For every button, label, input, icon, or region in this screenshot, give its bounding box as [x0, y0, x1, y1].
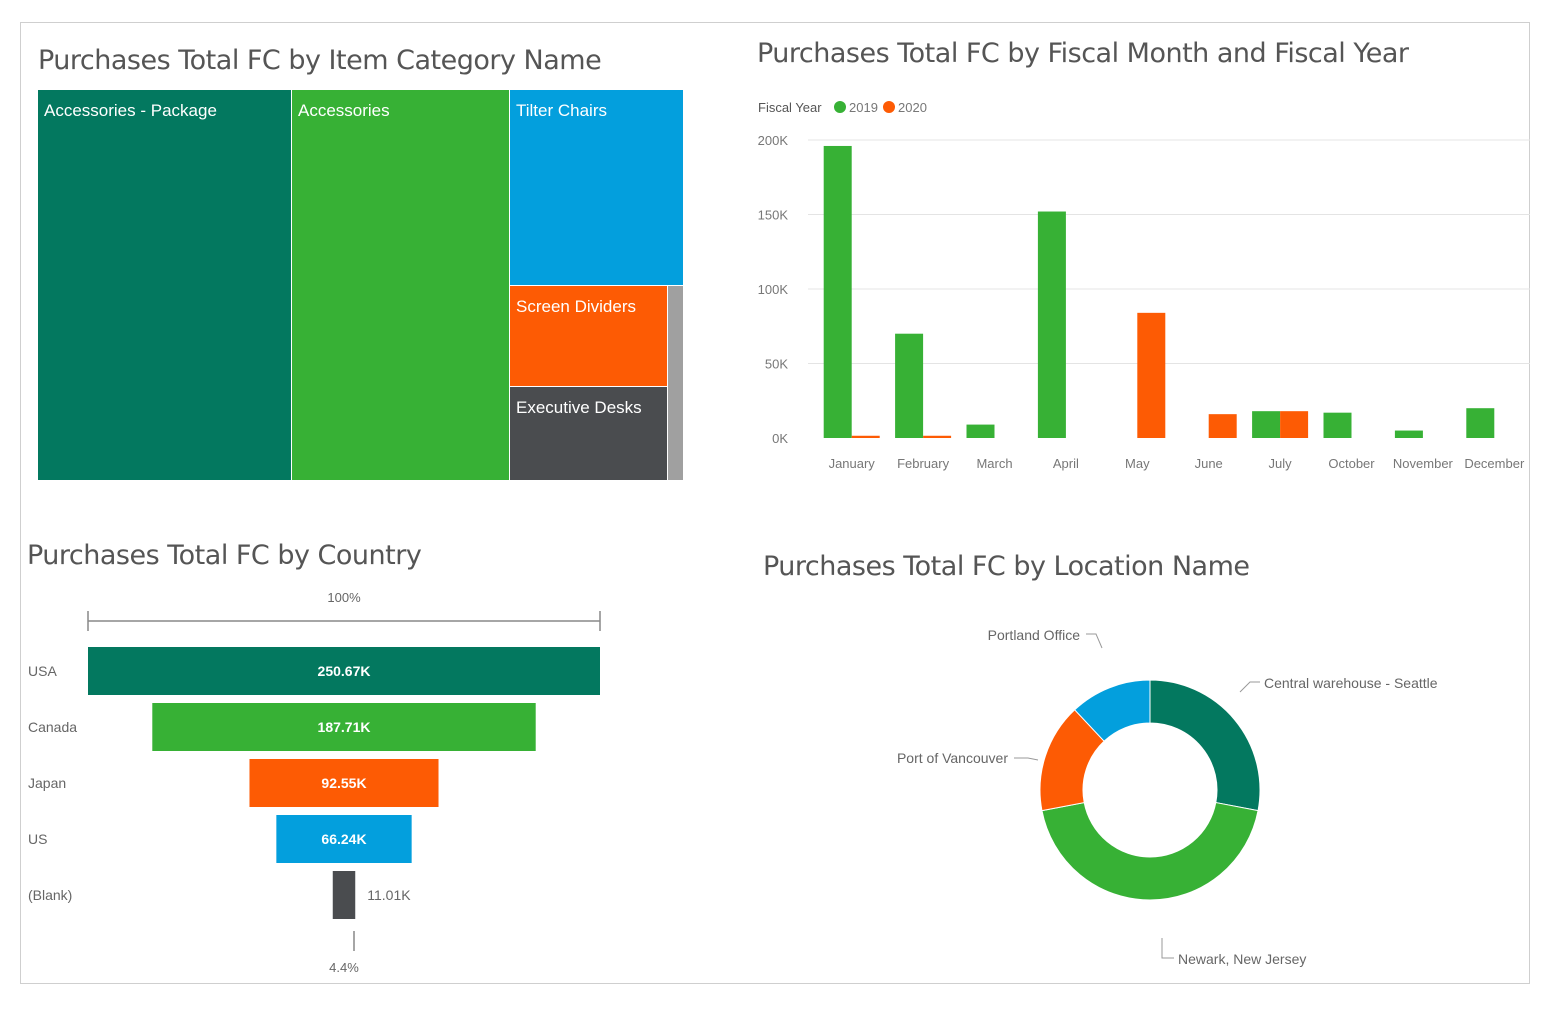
treemap-label-accessories-package: Accessories - Package — [44, 101, 217, 120]
x-tick-label: April — [1053, 456, 1079, 471]
treemap-label-tilter-chairs: Tilter Chairs — [516, 101, 607, 120]
x-tick-label: July — [1269, 456, 1293, 471]
x-tick-label: October — [1328, 456, 1375, 471]
bar-may-2020[interactable] — [1137, 312, 1166, 438]
donut-label-seattle: Central warehouse - Seattle — [1264, 675, 1438, 691]
funnel-title: Purchases Total FC by Country — [27, 540, 422, 571]
funnel-bar-usa[interactable] — [88, 647, 600, 695]
donut-label-portland: Portland Office — [988, 627, 1081, 643]
y-tick-label: 150K — [758, 208, 789, 223]
funnel-category-label: Japan — [28, 775, 66, 791]
donut-chart: Central warehouse - Seattle Newark, New … — [897, 627, 1438, 967]
y-tick-label: 200K — [758, 133, 789, 148]
treemap-label-accessories: Accessories — [298, 101, 390, 120]
funnel-bar-blank[interactable] — [332, 871, 356, 919]
column-chart: Fiscal Year 2019 2020 0K50K100K150K200K … — [758, 100, 1530, 471]
donut-slice-newark-new-jersey[interactable] — [1041, 801, 1259, 901]
funnel-value-label: 92.55K — [321, 775, 366, 791]
bar-january-2020[interactable] — [851, 435, 880, 438]
bar-february-2019[interactable] — [895, 333, 924, 438]
donut-slice-portland-office[interactable] — [1073, 679, 1151, 742]
x-tick-label: November — [1393, 456, 1454, 471]
donut-slice-central-warehouse-seattle[interactable] — [1149, 679, 1261, 812]
bar-april-2019[interactable] — [1037, 211, 1066, 438]
funnel-bar-us[interactable] — [276, 815, 412, 863]
treemap-chart: Accessories - Package Accessories Tilter… — [38, 90, 683, 480]
funnel-category-label: Canada — [28, 719, 77, 735]
x-tick-label: March — [976, 456, 1012, 471]
funnel-bottom-label: 4.4% — [329, 960, 359, 975]
treemap-tile-accessories[interactable] — [292, 90, 509, 480]
donut-label-newark: Newark, New Jersey — [1178, 951, 1306, 967]
treemap-label-screen-dividers: Screen Dividers — [516, 297, 636, 316]
bar-november-2019[interactable] — [1394, 430, 1423, 438]
x-tick-label: January — [829, 456, 876, 471]
funnel-chart: 100% USA 250.67K Canada 187.71K Japan 92.55K U… — [28, 590, 601, 975]
legend-title: Fiscal Year — [758, 100, 822, 115]
donut-title: Purchases Total FC by Location Name — [763, 551, 1250, 582]
funnel-bar-canada[interactable] — [152, 703, 536, 751]
bar-february-2020[interactable] — [923, 435, 952, 438]
donut-leader-seattle — [1239, 681, 1260, 693]
funnel-category-label: US — [28, 831, 47, 847]
donut-leader-portland — [1086, 633, 1103, 649]
y-tick-label: 50K — [765, 357, 788, 372]
bar-january-2019[interactable] — [823, 145, 852, 438]
legend-marker-2019 — [834, 101, 846, 113]
treemap-tile-executive-desks[interactable] — [510, 387, 667, 480]
x-tick-label: February — [897, 456, 950, 471]
funnel-category-label: USA — [28, 663, 57, 679]
legend-marker-2020 — [883, 101, 895, 113]
legend-label-2020: 2020 — [898, 100, 927, 115]
y-tick-label: 0K — [772, 431, 788, 446]
bar-july-2020[interactable] — [1280, 411, 1309, 438]
funnel-top-label: 100% — [327, 590, 361, 605]
bar-july-2019[interactable] — [1252, 411, 1281, 438]
treemap-tile-other[interactable] — [668, 286, 683, 480]
donut-label-vancouver: Port of Vancouver — [897, 750, 1008, 766]
bar-june-2020[interactable] — [1208, 414, 1237, 438]
donut-leader-newark — [1161, 938, 1174, 959]
treemap-tile-accessories-package[interactable] — [38, 90, 291, 480]
funnel-value-label: 250.67K — [318, 663, 371, 679]
column-chart-title: Purchases Total FC by Fiscal Month and F… — [757, 38, 1409, 69]
y-tick-label: 100K — [758, 282, 789, 297]
treemap-tile-tilter-chairs[interactable] — [510, 90, 683, 285]
bar-march-2019[interactable] — [966, 424, 995, 438]
funnel-value-label: 66.24K — [321, 831, 366, 847]
bar-december-2019[interactable] — [1466, 408, 1495, 438]
bar-october-2019[interactable] — [1323, 412, 1352, 438]
x-tick-label: December — [1464, 456, 1525, 471]
x-tick-label: May — [1125, 456, 1150, 471]
treemap-tile-screen-dividers[interactable] — [510, 286, 667, 386]
funnel-value-label: 187.71K — [318, 719, 371, 735]
treemap-label-executive-desks: Executive Desks — [516, 398, 642, 417]
funnel-value-label: 11.01K — [367, 887, 411, 903]
treemap-title: Purchases Total FC by Item Category Name — [38, 45, 602, 76]
funnel-bar-japan[interactable] — [249, 759, 439, 807]
funnel-category-label: (Blank) — [28, 887, 72, 903]
x-tick-label: June — [1195, 456, 1223, 471]
legend-label-2019: 2019 — [849, 100, 878, 115]
donut-leader-vancouver — [1014, 757, 1039, 761]
